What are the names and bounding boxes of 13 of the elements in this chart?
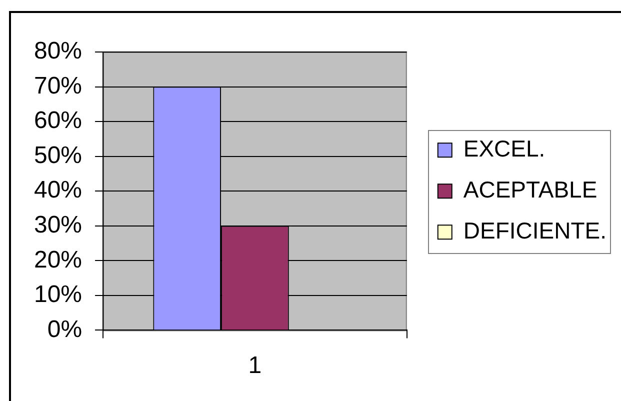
y-tick-label: 30% [34, 212, 82, 238]
y-tick-label: 10% [34, 281, 82, 308]
y-tick-label: 40% [34, 176, 82, 204]
y-tick-label: 20% [34, 246, 82, 274]
legend-label: EXCEL. [463, 135, 546, 162]
y-tick-label: 60% [34, 107, 82, 134]
legend-label: DEFICIENTE. [463, 217, 607, 244]
x-tick-label: 1 [248, 352, 262, 380]
y-tick-label: 80% [34, 38, 82, 65]
legend-label: ACEPTABLE [463, 176, 598, 202]
y-tick-label: 70% [34, 72, 82, 100]
y-tick-label: 0% [47, 316, 82, 343]
y-tick-label: 50% [34, 142, 82, 169]
